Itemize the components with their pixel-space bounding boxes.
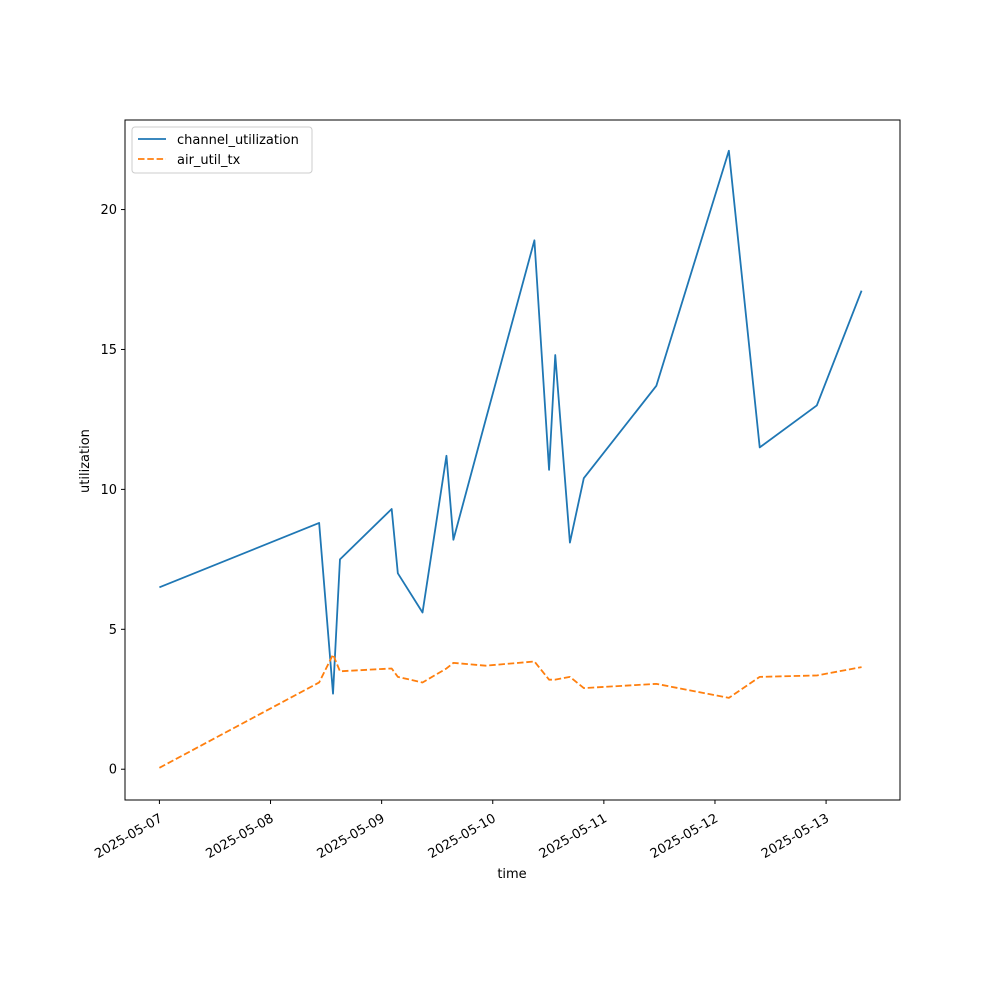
y-tick-label: 15	[100, 343, 117, 358]
plot-frame	[124, 119, 901, 801]
x-axis-label: time	[497, 867, 526, 882]
legend: channel_utilization air_util_tx	[131, 126, 313, 174]
series-line-air-util-tx	[158, 653, 862, 769]
series-line-channel-utilization	[159, 149, 863, 695]
legend-box	[131, 126, 313, 174]
y-axis-label: utilization	[78, 429, 93, 493]
y-axis-ticks: 0 5 10 15 20	[100, 203, 125, 778]
y-tick-label: 10	[100, 483, 117, 498]
y-tick-label: 20	[100, 203, 117, 218]
y-tick-label: 5	[109, 623, 117, 638]
legend-label-channel-utilization: channel_utilization	[177, 133, 299, 148]
series-layer	[158, 149, 863, 769]
legend-label-air-util-tx: air_util_tx	[177, 153, 241, 168]
y-tick-label: 0	[109, 763, 117, 778]
